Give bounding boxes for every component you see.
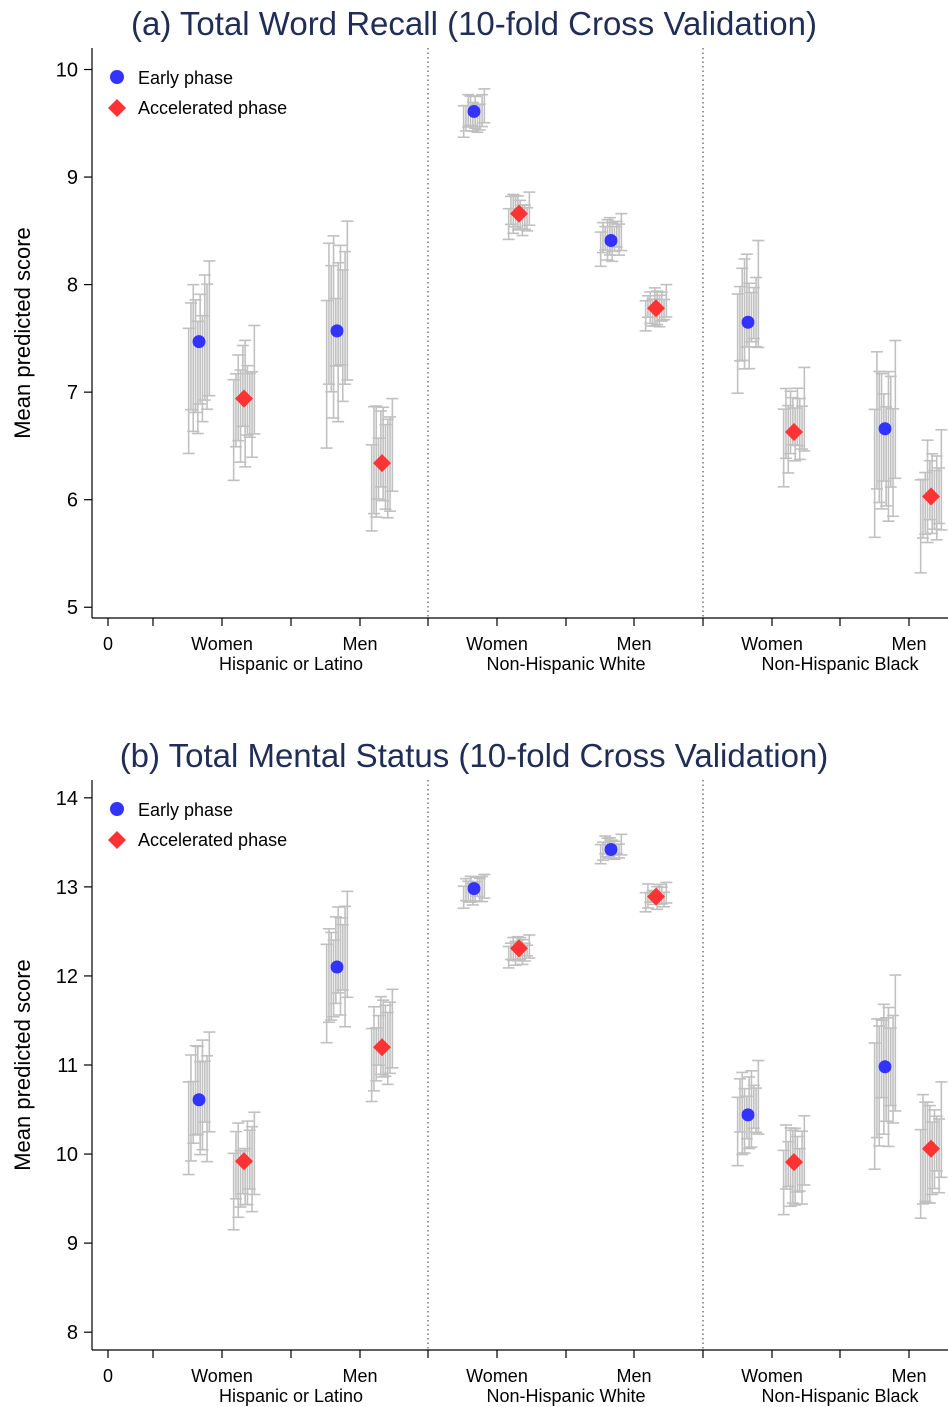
legend-early-label: Early phase [138, 68, 233, 88]
x-tick-label: Men [342, 1366, 377, 1386]
x-tick-label: Men [891, 634, 926, 654]
early-phase-point [330, 960, 344, 974]
fold-whiskers [594, 212, 628, 268]
y-tick-label: 8 [67, 1322, 78, 1344]
y-tick-label: 10 [56, 60, 78, 82]
accelerated-phase-point [235, 389, 253, 408]
early-phase-point [467, 882, 481, 896]
fold-whiskers [731, 239, 765, 395]
x-tick-label: 0 [103, 634, 113, 654]
fold-whiskers [365, 397, 399, 532]
accelerated-phase-point [785, 422, 803, 441]
y-tick-label: 5 [67, 597, 78, 619]
x-tick-label: Men [616, 634, 651, 654]
legend-accelerated-marker [108, 831, 126, 849]
x-tick-label: Women [191, 1366, 253, 1386]
y-tick-label: 9 [67, 1233, 78, 1255]
y-tick-label: 7 [67, 382, 78, 404]
fold-whiskers [868, 339, 902, 539]
legend-accelerated-label: Accelerated phase [138, 830, 287, 850]
legend-early-label: Early phase [138, 800, 233, 820]
fold-whiskers [227, 1111, 261, 1231]
fold-whiskers [777, 366, 811, 488]
accelerated-phase-point [510, 939, 528, 958]
accelerated-phase-point [647, 887, 665, 906]
early-phase-point [604, 842, 618, 856]
early-phase-point [192, 1093, 206, 1107]
x-tick-label: Women [466, 1366, 528, 1386]
x-tick-label: 0 [103, 1366, 113, 1386]
y-axis-label: Mean predicted score [10, 227, 35, 439]
early-phase-point [741, 315, 755, 329]
accelerated-phase-point [235, 1152, 253, 1171]
y-axis-label: Mean predicted score [10, 959, 35, 1171]
fold-whiskers [182, 1031, 216, 1176]
x-group-label: Hispanic or Latino [219, 654, 363, 674]
early-phase-point [741, 1108, 755, 1122]
x-group-label: Non-Hispanic Black [761, 1386, 919, 1406]
x-tick-label: Men [891, 1366, 926, 1386]
accelerated-phase-point [922, 1139, 940, 1158]
accelerated-phase-point [922, 487, 940, 506]
early-phase-point [878, 422, 892, 436]
y-tick-label: 11 [57, 1055, 78, 1077]
y-tick-label: 12 [56, 966, 78, 988]
early-phase-point [604, 234, 618, 248]
x-group-label: Non-Hispanic White [486, 654, 645, 674]
early-phase-point [467, 104, 481, 118]
chart-title: (a) Total Word Recall (10-fold Cross Val… [131, 5, 817, 42]
accelerated-phase-point [785, 1153, 803, 1172]
fold-whiskers [365, 988, 399, 1103]
y-tick-label: 9 [67, 167, 78, 189]
fold-whiskers [182, 260, 216, 455]
legend-accelerated-label: Accelerated phase [138, 98, 287, 118]
x-tick-label: Women [466, 634, 528, 654]
x-group-label: Non-Hispanic Black [761, 654, 919, 674]
chart-title: (b) Total Mental Status (10-fold Cross V… [120, 737, 829, 774]
legend-early-marker [110, 70, 124, 84]
early-phase-point [330, 324, 344, 338]
x-tick-label: Women [191, 634, 253, 654]
x-group-label: Non-Hispanic White [486, 1386, 645, 1406]
y-tick-label: 8 [67, 275, 78, 297]
early-phase-point [192, 335, 206, 349]
x-group-label: Hispanic or Latino [219, 1386, 363, 1406]
accelerated-phase-point [647, 299, 665, 318]
x-tick-label: Women [741, 634, 803, 654]
accelerated-phase-point [510, 204, 528, 223]
x-tick-label: Men [616, 1366, 651, 1386]
early-phase-point [878, 1060, 892, 1074]
fold-whiskers [227, 324, 261, 482]
x-tick-label: Men [342, 634, 377, 654]
y-tick-label: 10 [56, 1144, 78, 1166]
y-tick-label: 14 [56, 788, 78, 810]
y-tick-label: 6 [67, 490, 78, 512]
y-tick-label: 13 [56, 877, 78, 899]
legend-accelerated-marker [108, 99, 126, 117]
accelerated-phase-point [373, 1038, 391, 1057]
accelerated-phase-point [373, 454, 391, 473]
x-tick-label: Women [741, 1366, 803, 1386]
legend-early-marker [110, 802, 124, 816]
